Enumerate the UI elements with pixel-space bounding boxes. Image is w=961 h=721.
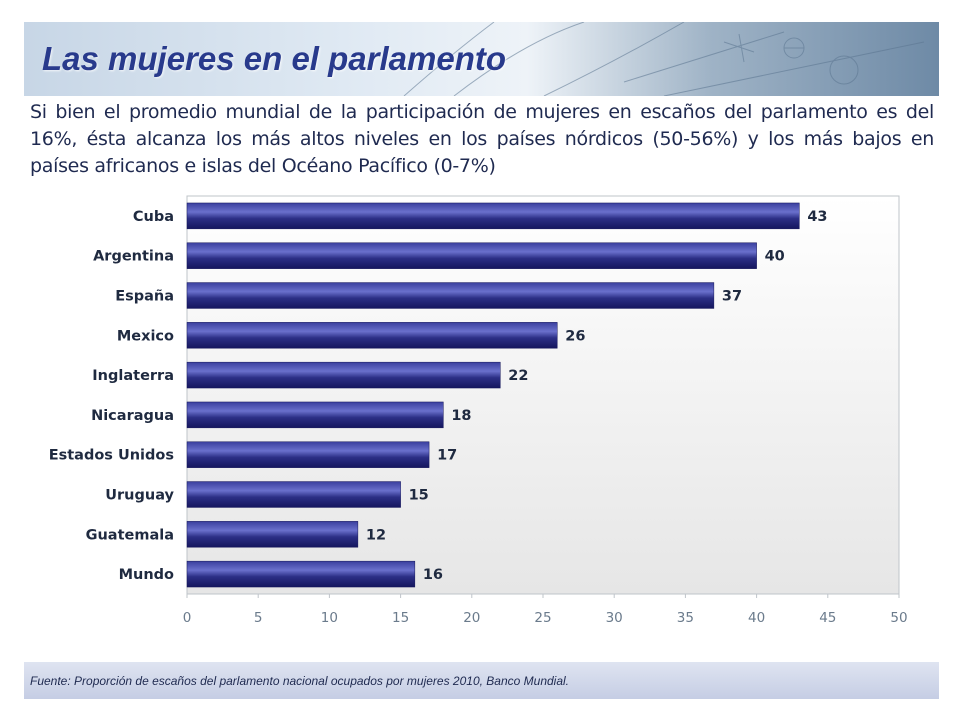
value-label-uruguay: 15 [409,488,429,504]
value-label-estados-unidos: 17 [437,448,457,464]
value-label-nicaragua: 18 [451,408,471,424]
value-label-españa: 37 [722,289,742,305]
category-label-guatemala: Guatemala [86,527,174,543]
bar-mexico [186,322,558,349]
x-tick-label: 20 [463,610,480,626]
bar-chart: Cuba 43 Argentina 40 España 37 Mexico 26 Inglate… [49,195,908,626]
bar-nicaragua [186,401,444,429]
bar-estados-unidos [186,441,430,468]
x-tick-label: 45 [819,610,836,626]
bar-argentina [186,242,757,269]
bar-guatemala [186,521,359,548]
category-label-argentina: Argentina [93,249,174,265]
category-label-mexico: Mexico [117,328,174,344]
x-tick-label: 0 [183,610,192,626]
category-label-uruguay: Uruguay [105,488,174,504]
x-tick-label: 25 [534,610,551,626]
x-tick-label: 30 [606,610,623,626]
value-label-inglaterra: 22 [508,368,528,384]
bar-inglaterra [186,361,501,389]
bars-group: Cuba 43 Argentina 40 España 37 Mexico 26 Inglate… [49,202,828,588]
category-label-mundo: Mundo [119,567,174,583]
category-label-inglaterra: Inglaterra [92,368,174,384]
x-tick-label: 10 [321,610,338,626]
value-label-argentina: 40 [765,249,785,265]
category-label-estados-unidos: Estados Unidos [49,448,174,464]
category-label-españa: España [115,289,174,305]
bar-mundo [186,560,416,588]
map-decoration [403,22,925,96]
footer-band: Fuente: Proporción de escaños del parlam… [24,662,939,699]
category-label-cuba: Cuba [133,209,174,225]
x-tick-label: 50 [890,610,907,626]
x-tick-label: 15 [392,610,409,626]
header-band: Las mujeres en el parlamento [24,22,939,96]
x-tick-label: 35 [677,610,694,626]
category-label-nicaragua: Nicaragua [91,408,174,424]
source-note: Fuente: Proporción de escaños del parlam… [30,674,570,688]
page-title: Las mujeres en el parlamento [42,40,507,77]
value-label-mexico: 26 [565,328,585,344]
subtitle-text: Si bien el promedio mundial de la partic… [30,101,934,177]
x-axis: 0 5 10 15 20 25 30 35 40 45 50 [183,594,908,626]
bar-uruguay [186,481,401,508]
value-label-cuba: 43 [807,209,827,225]
value-label-mundo: 16 [423,567,443,583]
x-tick-label: 40 [748,610,765,626]
bar-cuba [186,202,800,230]
x-tick-label: 5 [254,610,263,626]
value-label-guatemala: 12 [366,527,386,543]
bar-españa [186,282,715,309]
